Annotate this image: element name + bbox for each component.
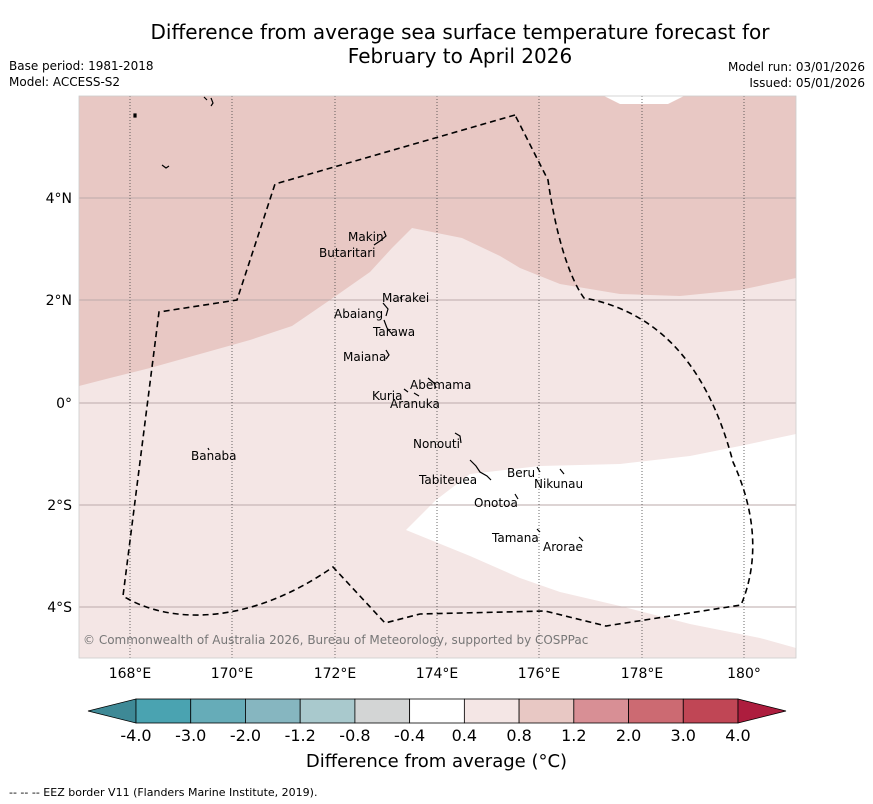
colorbar-segment (518, 698, 575, 724)
copyright-text: © Commonwealth of Australia 2026, Bureau… (83, 633, 588, 647)
island-shape (403, 388, 420, 397)
colorbar-label: Difference from average (°C) (305, 751, 568, 772)
map-title: Difference from average sea surface temp… (80, 20, 840, 68)
island-label: Tarawa (372, 325, 415, 339)
anomaly-zone-north-patch (604, 96, 684, 104)
colorbar-tick-label: 0.4 (452, 726, 477, 745)
latitude-lines (79, 197, 796, 608)
island-label: Tamana (491, 531, 539, 545)
island-shape (373, 230, 387, 246)
colorbar-segment (245, 698, 301, 724)
island-shape (399, 296, 403, 301)
colorbar-tick-label: 4.0 (725, 726, 750, 745)
island-shape (161, 164, 170, 169)
longitude-lines (129, 96, 745, 658)
island-label: Nonouti (413, 437, 460, 451)
map-frame (78, 95, 797, 659)
island-shape (578, 536, 584, 542)
colorbar-segment (135, 698, 192, 724)
colorbar-tick-label: -4.0 (120, 726, 151, 745)
eez-legend-note: -- -- -- EEZ border V11 (Flanders Marine… (9, 786, 318, 799)
colorbar-tick-label: -2.0 (230, 726, 261, 745)
base-period: Base period: 1981-2018 (9, 59, 154, 73)
colorbar-segment (409, 698, 465, 724)
run-info: Model run: 03/01/2026 Issued: 05/01/2026 (728, 59, 865, 91)
lon-tick-label: 172°E (314, 666, 357, 682)
island-shape (203, 96, 214, 107)
lon-tick-label: 180° (727, 666, 761, 682)
lat-tick-label: 2°N (46, 293, 72, 309)
colorbar-segment (628, 698, 684, 724)
lat-tick-label: 4°S (47, 600, 72, 616)
colorbar-tick-label: -3.0 (175, 726, 206, 745)
anomaly-zone-south-east (406, 434, 796, 648)
island-shape (559, 468, 565, 475)
island-label: Beru (507, 466, 535, 480)
island-label: Marakei (382, 291, 429, 305)
island-label: Butaritari (319, 246, 376, 260)
island-labels: Makin Butaritari Marakei Abaiang Tarawa … (191, 230, 583, 554)
island-shape (536, 528, 541, 533)
island-label: Makin (348, 230, 384, 244)
island-label: Nikunau (534, 477, 583, 491)
island-shape (133, 113, 137, 118)
lon-tick-label: 178°E (621, 666, 664, 682)
colorbar-extend-low (87, 698, 137, 724)
issued-date: Issued: 05/01/2026 (749, 76, 865, 90)
island-shape (536, 466, 541, 473)
island-label: Banaba (191, 449, 237, 463)
island-shape (382, 302, 393, 335)
lon-tick-label: 176°E (518, 666, 561, 682)
island-shape (385, 349, 390, 360)
lon-tick-label: 170°E (211, 666, 254, 682)
colorbar-segment (190, 698, 246, 724)
island-label: Tabiteuea (418, 473, 477, 487)
colorbar-segment (463, 698, 520, 724)
island-outlines (133, 96, 584, 542)
island-label: Abemama (410, 378, 471, 392)
island-shape (207, 447, 210, 451)
colorbar-tick-label: -1.2 (285, 726, 316, 745)
lon-tick-label: 174°E (416, 666, 459, 682)
island-label: Arorae (543, 540, 583, 554)
colorbar: -4.0 -3.0 -2.0 -1.2 -0.8 -0.4 0.4 0.8 1.2 2.0 3.0 4… (87, 698, 787, 745)
island-shape (454, 432, 462, 444)
map-area: © Commonwealth of Australia 2026, Bureau… (79, 96, 796, 658)
title-line-1: Difference from average sea surface temp… (150, 20, 770, 44)
model-name: Model: ACCESS-S2 (9, 75, 121, 89)
colorbar-tick-label: 2.0 (616, 726, 641, 745)
colorbar-tick-label: 1.2 (561, 726, 586, 745)
island-label: Onotoa (474, 496, 518, 510)
colorbar-extend-high (737, 698, 787, 724)
lat-tick-label: 2°S (47, 498, 72, 514)
eez-border (122, 114, 754, 627)
lat-tick-label: 4°N (46, 191, 72, 207)
model-info: Base period: 1981-2018 Model: ACCESS-S2 (9, 58, 154, 90)
latitude-axis: 4°N 2°N 0° 2°S 4°S (46, 191, 73, 616)
colorbar-tick-label: -0.4 (394, 726, 425, 745)
island-label: Maiana (343, 350, 386, 364)
island-label: Aranuka (390, 397, 440, 411)
title-line-2: February to April 2026 (347, 44, 573, 68)
colorbar-segment (299, 698, 356, 724)
model-run-date: Model run: 03/01/2026 (727, 60, 865, 74)
island-label: Abaiang (334, 307, 383, 321)
island-shape (514, 493, 519, 500)
island-shape (469, 459, 492, 481)
colorbar-tick-label: -0.8 (339, 726, 370, 745)
lon-tick-label: 168°E (109, 666, 152, 682)
anomaly-zone-north (79, 96, 796, 386)
colorbar-tick-label: 3.0 (671, 726, 696, 745)
lat-tick-label: 0° (56, 396, 72, 412)
colorbar-segment (573, 698, 629, 724)
island-shape (427, 377, 437, 389)
island-label: Kuria (372, 389, 403, 403)
colorbar-segment (354, 698, 411, 724)
colorbar-segment (682, 698, 739, 724)
longitude-axis: 168°E 170°E 172°E 174°E 176°E 178°E 180° (109, 666, 761, 682)
colorbar-tick-label: 0.8 (506, 726, 531, 745)
